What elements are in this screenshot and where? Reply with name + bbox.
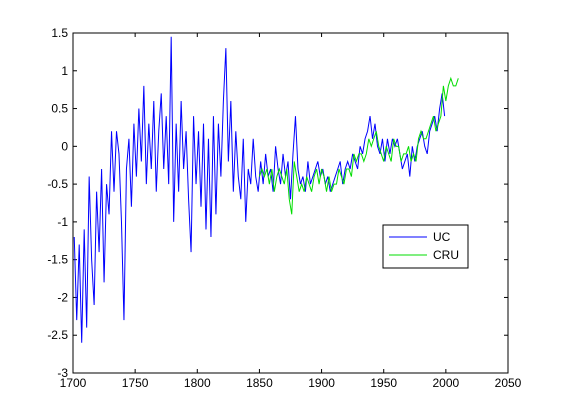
legend-label: UC	[433, 230, 451, 244]
data-line	[258, 76, 459, 215]
y-tick-label: -1	[57, 215, 68, 229]
y-tick-label: 1.5	[51, 26, 68, 40]
x-tick-label: 1700	[60, 376, 87, 390]
x-tick-label: 2000	[433, 376, 460, 390]
x-tick-label: 1950	[370, 376, 397, 390]
x-tick-label: 1850	[246, 376, 273, 390]
legend-box	[382, 224, 469, 269]
x-tick-label: 2050	[495, 376, 522, 390]
y-tick-label: -3	[57, 366, 68, 380]
plot-area	[72, 32, 509, 374]
x-tick-label: 1800	[184, 376, 211, 390]
y-tick-label: -2	[57, 290, 68, 304]
y-tick-label: 1	[61, 64, 68, 78]
x-tick-label: 1750	[122, 376, 149, 390]
y-tick-label: -2.5	[47, 328, 68, 342]
y-tick-label: -1.5	[47, 253, 68, 267]
y-tick-label: 0.5	[51, 102, 68, 116]
x-tick-label: 1900	[308, 376, 335, 390]
legend-label: CRU	[433, 248, 459, 262]
y-tick-label: -0.5	[47, 177, 68, 191]
y-tick-label: 0	[61, 139, 68, 153]
